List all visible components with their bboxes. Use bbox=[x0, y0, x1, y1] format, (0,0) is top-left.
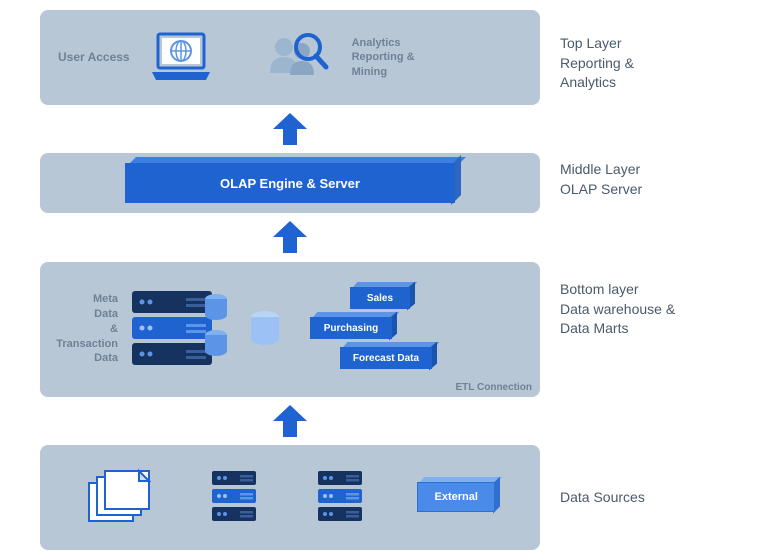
data-marts-group: Sales Purchasing Forecast Data bbox=[292, 279, 452, 379]
meta-data-label: Meta Data & Transaction Data bbox=[54, 292, 118, 366]
laptop-globe-icon bbox=[148, 28, 216, 88]
cube-forecast: Forecast Data bbox=[340, 347, 432, 369]
olap-label: OLAP Engine & Server bbox=[125, 163, 455, 203]
arrow-bottom bbox=[40, 405, 540, 437]
db-server-icon-1 bbox=[206, 465, 262, 529]
arrow-top bbox=[40, 113, 540, 145]
bottom-layer-box: Meta Data & Transaction Data bbox=[40, 262, 540, 397]
analytics-label: Analytics Reporting & Mining bbox=[352, 36, 415, 79]
middle-layer-box: OLAP Engine & Server bbox=[40, 153, 540, 213]
top-layer-box: User Access Analytics Reporting & M bbox=[40, 10, 540, 105]
cube-purchasing: Purchasing bbox=[310, 317, 392, 339]
olap-bar: OLAP Engine & Server bbox=[125, 163, 455, 203]
side-label-mid: Middle Layer OLAP Server bbox=[560, 160, 642, 199]
side-label-top: Top Layer Reporting & Analytics bbox=[560, 34, 634, 93]
side-labels: Top Layer Reporting & Analytics Middle L… bbox=[560, 10, 750, 550]
analytics-people-icon bbox=[264, 29, 334, 87]
db-server-icon-2 bbox=[312, 465, 368, 529]
server-stack-icon bbox=[128, 279, 238, 379]
cube-sales: Sales bbox=[350, 287, 410, 309]
user-access-label: User Access bbox=[58, 50, 130, 66]
arrow-mid bbox=[40, 221, 540, 253]
etl-label: ETL Connection bbox=[456, 382, 532, 393]
disk-icon bbox=[248, 309, 282, 349]
architecture-diagram: User Access Analytics Reporting & M bbox=[40, 10, 540, 550]
sources-layer-box: External bbox=[40, 445, 540, 550]
documents-icon bbox=[85, 465, 157, 529]
side-label-bottom: Bottom layer Data warehouse & Data Marts bbox=[560, 280, 675, 339]
side-label-src: Data Sources bbox=[560, 488, 645, 508]
external-box: External bbox=[417, 482, 495, 512]
